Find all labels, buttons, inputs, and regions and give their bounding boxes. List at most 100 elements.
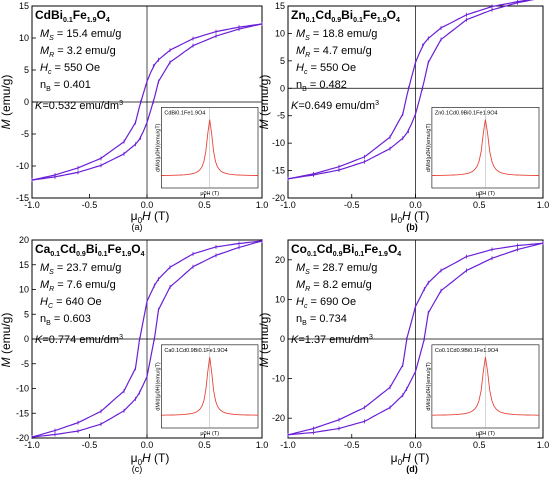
y-tick-label: -5 (21, 129, 29, 139)
x-axis-label: μ0H (T) (391, 451, 430, 467)
y-tick-label: 0 (24, 334, 29, 344)
y-tick-label: 5 (24, 309, 29, 319)
inset-title: Co0.1Cd0.9Bi0.1Fe1.9O4 (435, 348, 498, 354)
y-tick-label: 15 (19, 1, 29, 11)
x-tick-label: 0.0 (141, 440, 154, 450)
y-tick-label: 0 (24, 97, 29, 107)
x-tick-label: 0.0 (409, 440, 422, 450)
panel-caption: (d) (406, 464, 418, 474)
panel-caption: (c) (132, 464, 143, 474)
x-tick-label: -1.0 (24, 200, 40, 210)
panel-title: Co0.1Cd0.9Bi0.1Fe1.9O4 (291, 242, 401, 258)
param-ms: MS = 15.4 emu/g (40, 28, 121, 42)
x-tick-label: 1.0 (537, 200, 550, 210)
y-tick-label: 15 (275, 1, 285, 11)
x-tick-label: 0.5 (473, 440, 486, 450)
inset-plot: Ca0.1Cd0.9Bi0.1Fe1.9O4 dM/d(μ0H)(emu/gT) μ… (155, 344, 259, 437)
x-tick-label: 0.0 (141, 200, 154, 210)
param-nb: nB = 0.482 (296, 79, 347, 93)
panel-title: CdBi0.1Fe1.9O4 (35, 8, 110, 24)
x-tick-label: 1.0 (256, 200, 269, 210)
inset-x-label: μ0H (T) (200, 191, 219, 197)
inset-x-label: μ0H (T) (476, 431, 495, 437)
param-ms: MS = 23.7 emu/g (40, 262, 121, 276)
panel-b: -1.0 -0.5 0.0 0.5 1.0-20-15-10-5051015Zn0.1C… (257, 0, 549, 232)
x-tick-label: 1.0 (537, 440, 550, 450)
param-mr: MR = 8.2 emu/g (296, 279, 372, 293)
y-tick-label: 5 (280, 56, 285, 66)
param-ms: MS = 18.8 emu/g (296, 28, 377, 42)
anisotropy-constant: K=0.532 emu/dm3 (35, 100, 123, 112)
panel-a: -1.0 -0.5 0.0 0.5 1.0 -15 -10 -5 0 5 10 15 CdBi0.1Fe… (0, 1, 268, 232)
inset-dmdh-curve (431, 119, 539, 176)
y-axis-label: M (emu/g) (0, 75, 13, 130)
param-hc: Hc = 690 Oe (296, 296, 356, 310)
y-tick-label: -10 (16, 161, 29, 171)
inset-plot: Co0.1Cd0.9Bi0.1Fe1.9O4 dM/d(μ0H)(emu/gT) μ… (426, 344, 540, 437)
y-tick-label: 10 (19, 33, 29, 43)
panel-caption: (a) (132, 222, 143, 232)
inset-y-label: dM/d(μ0H)(emu/gT) (155, 362, 161, 411)
inset-plot: Zn0.1Cd0.9Bi0.1Fe1.9O4 dM/d(μ0H)(emu/gT) μ… (426, 107, 540, 197)
inset-y-label: dM/d(μ0H)(emu/gT) (155, 123, 161, 172)
x-tick-label: 0.5 (198, 200, 211, 210)
y-tick-label: 5 (24, 65, 29, 75)
inset-title: CdBi0.1Fe1.9O4 (164, 110, 205, 116)
y-tick-label: -10 (272, 374, 285, 384)
x-axis-label: μ0H (T) (131, 209, 170, 225)
inset-dmdh-curve (431, 357, 539, 416)
param-hc: Hc = 550 Oe (296, 62, 356, 76)
y-tick-label: 10 (275, 28, 285, 38)
x-tick-label: -0.5 (344, 200, 360, 210)
param-hc: HC = 640 Oe (40, 296, 102, 310)
y-tick-label: 10 (19, 285, 29, 295)
param-ms: MS = 28.7 emu/g (296, 262, 377, 276)
panel-title: Zn0.1Cd0.9Bi0.1Fe1.9O4 (291, 8, 400, 24)
y-tick-label: -20 (272, 413, 285, 423)
x-tick-label: -1.0 (24, 440, 40, 450)
panel-c: -1.0 -0.5 0.0 0.5 1.0 -20 -15 -10 -5 0 5 10 15 20 Ca0.… (0, 235, 268, 474)
y-tick-label: -5 (21, 359, 29, 369)
inset-title: Ca0.1Cd0.9Bi0.1Fe1.9O4 (164, 348, 227, 354)
param-nb: nB = 0.401 (40, 79, 91, 93)
param-mr: MR = 3.2 emu/g (40, 45, 116, 59)
y-tick-label: 0 (280, 83, 285, 93)
x-tick-label: -1.0 (280, 200, 296, 210)
y-tick-label: 0 (280, 334, 285, 344)
inset-y-label: dM/d(μ0H)(emu/gT) (426, 123, 432, 172)
x-axis-label: μ0H (T) (131, 451, 170, 467)
inset-dmdh-curve (161, 119, 258, 176)
y-tick-label: 20 (275, 255, 285, 265)
inset-title: Zn0.1Cd0.9Bi0.1Fe1.9O4 (435, 110, 498, 116)
x-tick-label: -1.0 (280, 440, 296, 450)
y-tick-label: 20 (19, 235, 29, 245)
param-mr: MR = 7.6 emu/g (40, 279, 116, 293)
y-axis-label: M (emu/g) (257, 313, 271, 368)
panel-d: -1.0 -0.5 0.0 0.5 1.0 -20 -10 0 10 20 Co0.1Cd0.9Bi… (257, 239, 550, 474)
x-tick-label: -0.5 (82, 200, 98, 210)
x-tick-label: 0.5 (473, 200, 486, 210)
y-tick-label: -20 (272, 193, 285, 203)
y-tick-label: -15 (16, 193, 29, 203)
param-mr: MR = 4.7 emu/g (296, 45, 372, 59)
param-nb: nB = 0.603 (40, 313, 91, 327)
y-tick-label: -10 (16, 384, 29, 394)
inset-plot: CdBi0.1Fe1.9O4 dM/d(μ0H)(emu/gT) μ0H (T) (155, 107, 259, 197)
y-tick-label: 15 (19, 260, 29, 270)
x-tick-label: -0.5 (82, 440, 98, 450)
anisotropy-constant: K=1.37 emu/dm3 (291, 334, 373, 346)
x-tick-label: 0.0 (409, 200, 422, 210)
y-tick-label: -5 (277, 111, 285, 121)
param-hc: Hc = 550 Oe (40, 62, 100, 76)
y-tick-label: -15 (16, 408, 29, 418)
y-axis-label: M (emu/g) (0, 313, 13, 368)
anisotropy-constant: K=0.649 emu/dm3 (291, 100, 379, 112)
y-tick-label: -10 (272, 138, 285, 148)
x-axis-label: μ0H (T) (391, 209, 430, 225)
param-nb: nB = 0.734 (296, 313, 347, 327)
x-tick-label: 1.0 (256, 440, 269, 450)
y-tick-label: -20 (16, 433, 29, 443)
anisotropy-constant: K=0.774 emu/dm3 (35, 334, 123, 346)
inset-x-label: μ0H (T) (200, 431, 219, 437)
